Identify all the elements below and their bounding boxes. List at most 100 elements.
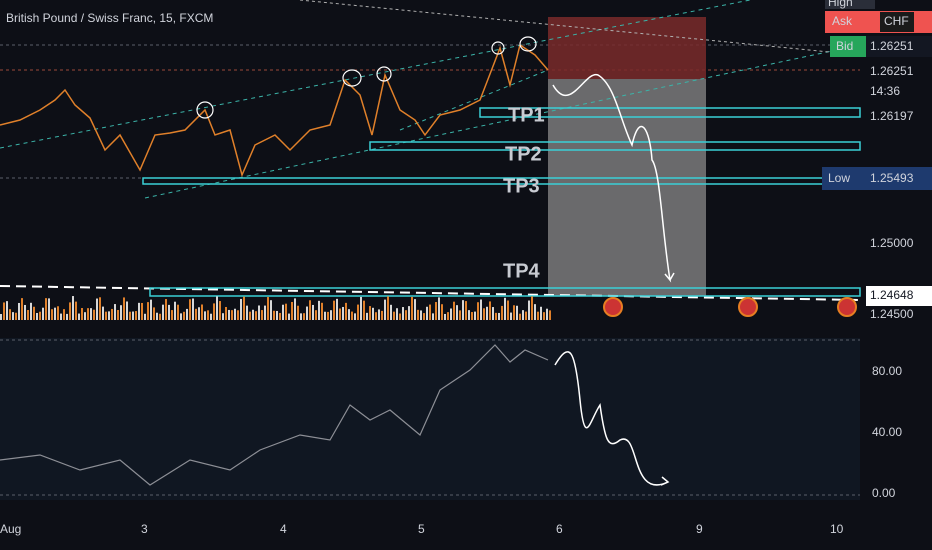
badge <box>822 167 932 190</box>
volume-bar <box>468 310 470 320</box>
time-tick: Aug <box>0 522 21 536</box>
channel-lines <box>0 0 861 199</box>
volume-bar <box>156 312 158 320</box>
volume-bar <box>258 305 260 320</box>
price-tick: 1.25000 <box>870 236 914 250</box>
volume-bar <box>108 311 110 320</box>
volume-bar <box>429 304 431 320</box>
volume-bar <box>135 311 137 320</box>
badge-label: Bid <box>836 39 853 53</box>
volume-bar <box>183 311 185 320</box>
volume-bar <box>114 304 116 320</box>
volume-bar <box>354 313 356 320</box>
volume-bar <box>192 298 194 320</box>
volume-bar <box>138 302 140 320</box>
volume-bar <box>255 311 257 320</box>
volume-bar <box>327 311 329 320</box>
volume-bar <box>237 310 239 320</box>
volume-bar <box>543 312 545 320</box>
volume-bar <box>207 310 209 320</box>
badge-value: 1.24648 <box>870 288 914 302</box>
volume-bar <box>330 310 332 320</box>
oscillator-pane <box>0 338 860 500</box>
volume-bar <box>519 313 521 320</box>
badge <box>830 36 866 57</box>
volume-bar <box>282 304 284 320</box>
volume-bar <box>231 310 233 320</box>
volume-bar <box>201 304 203 320</box>
volume-bar <box>228 309 230 320</box>
volume-bar <box>438 297 440 320</box>
volume-bar <box>15 312 17 320</box>
volume-bar <box>48 298 50 320</box>
volume-bar <box>513 305 515 320</box>
volume-bar <box>111 308 113 320</box>
volume-bar <box>498 312 500 320</box>
volume-bar <box>189 299 191 320</box>
volume-bar <box>471 312 473 320</box>
price-path <box>0 43 549 178</box>
volume-bar <box>33 306 35 320</box>
volume-bar <box>117 310 119 320</box>
volume-bar <box>324 311 326 320</box>
volume-bar <box>525 311 527 320</box>
volume-bar <box>318 300 320 320</box>
volume-bar <box>336 298 338 320</box>
volume-bar <box>528 300 530 320</box>
volume-bar <box>369 306 371 320</box>
badge-value: 1.26251 <box>870 39 914 53</box>
volume-bar <box>291 301 293 320</box>
volume-bar <box>459 310 461 320</box>
badge <box>825 0 875 9</box>
volume-bar <box>162 304 164 320</box>
volume-bar <box>120 305 122 320</box>
volume-bar <box>426 306 428 320</box>
volume-bar <box>3 302 5 320</box>
volume-bar <box>546 308 548 320</box>
volume-bar <box>342 306 344 320</box>
volume-bar <box>132 311 134 320</box>
price-tick: 1.24500 <box>870 307 914 321</box>
volume-bar <box>168 304 170 320</box>
volume-bar <box>360 296 362 320</box>
volume-bar <box>366 312 368 320</box>
time-tick: 6 <box>556 522 563 536</box>
target-label: TP4 <box>503 260 541 282</box>
volume-bar <box>18 302 20 320</box>
volume-bar <box>195 308 197 320</box>
volume-bar <box>393 311 395 320</box>
volume-bar <box>387 296 389 320</box>
volume-bar <box>69 302 71 320</box>
badge-label: CHF <box>884 14 909 28</box>
volume-bar <box>261 310 263 320</box>
volume-bar <box>159 313 161 320</box>
volume-bar <box>279 312 281 320</box>
volume-bar <box>357 304 359 320</box>
badge-label: Ask <box>832 14 853 28</box>
volume-bar <box>351 311 353 320</box>
time-tick: 4 <box>280 522 287 536</box>
volume-bar <box>66 313 68 320</box>
volume-bar <box>480 299 482 320</box>
volume-bar <box>141 302 143 320</box>
volume-bar <box>165 299 167 320</box>
volume-bar <box>540 306 542 320</box>
volume-bar <box>84 312 86 320</box>
volume-bar <box>60 313 62 320</box>
volume-bar <box>405 310 407 320</box>
volume-bar <box>87 308 89 320</box>
volume-bar <box>450 308 452 320</box>
volume-bar <box>39 311 41 320</box>
volume-bar <box>441 304 443 320</box>
volume-bar <box>534 304 536 320</box>
target-zone <box>548 79 706 296</box>
volume-bar <box>6 301 8 320</box>
volume-bar <box>243 296 245 320</box>
volume-bar <box>363 300 365 320</box>
volume-bar <box>495 312 497 320</box>
target-label: TP2 <box>505 143 542 165</box>
volume-bar <box>276 310 278 320</box>
volume-bar <box>411 296 413 320</box>
volume-bar <box>234 308 236 320</box>
